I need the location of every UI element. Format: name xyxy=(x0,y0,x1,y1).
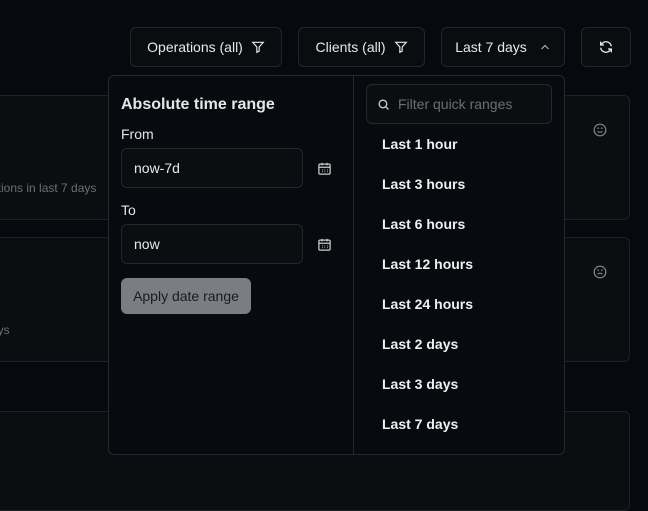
from-input[interactable]: now-7d xyxy=(121,148,303,188)
quick-range-item[interactable]: Last 12 hours xyxy=(382,256,474,272)
quick-range-item[interactable]: Last 1 hour xyxy=(382,136,458,152)
time-range-button[interactable]: Last 7 days xyxy=(441,27,565,67)
clients-label: Clients (all) xyxy=(315,39,386,55)
quick-range-search[interactable]: Filter quick ranges xyxy=(366,84,552,124)
from-label: From xyxy=(121,126,154,142)
operations-label: Operations (all) xyxy=(147,39,243,55)
absolute-range-title: Absolute time range xyxy=(121,96,275,113)
search-icon xyxy=(378,98,389,110)
search-placeholder: Filter quick ranges xyxy=(398,96,513,112)
time-range-label: Last 7 days xyxy=(455,39,527,55)
to-label: To xyxy=(121,202,136,218)
to-input[interactable]: now xyxy=(121,224,303,264)
filter-icon xyxy=(251,41,265,54)
chevron-up-icon xyxy=(540,44,549,50)
refresh-button[interactable] xyxy=(581,27,631,67)
operations-filter-button[interactable]: Operations (all) xyxy=(130,27,282,67)
quick-ranges-panel: Filter quick ranges Last 1 hour Last 3 ho… xyxy=(354,76,564,454)
absolute-range-panel: Absolute time range From now-7d To now A… xyxy=(109,76,354,454)
time-range-popover: Absolute time range From now-7d To now A… xyxy=(108,75,565,455)
refresh-icon xyxy=(600,41,612,53)
quick-range-item[interactable]: Last 6 hours xyxy=(382,216,466,232)
smile-icon xyxy=(593,123,607,137)
quick-range-item[interactable]: Last 3 days xyxy=(382,376,459,392)
quick-range-item[interactable]: Last 7 days xyxy=(382,416,459,432)
calendar-icon[interactable] xyxy=(317,237,332,252)
calendar-icon[interactable] xyxy=(317,161,332,176)
filter-icon xyxy=(393,41,408,54)
frown-icon xyxy=(593,265,607,279)
clients-filter-button[interactable]: Clients (all) xyxy=(298,27,425,67)
card-subtitle: ays xyxy=(0,323,10,337)
quick-range-item[interactable]: Last 2 days xyxy=(382,336,459,352)
apply-date-range-button[interactable]: Apply date range xyxy=(121,278,251,314)
quick-range-item[interactable]: Last 3 hours xyxy=(382,176,466,192)
card-subtitle: ations in last 7 days xyxy=(0,181,97,195)
quick-range-item[interactable]: Last 24 hours xyxy=(382,296,474,312)
